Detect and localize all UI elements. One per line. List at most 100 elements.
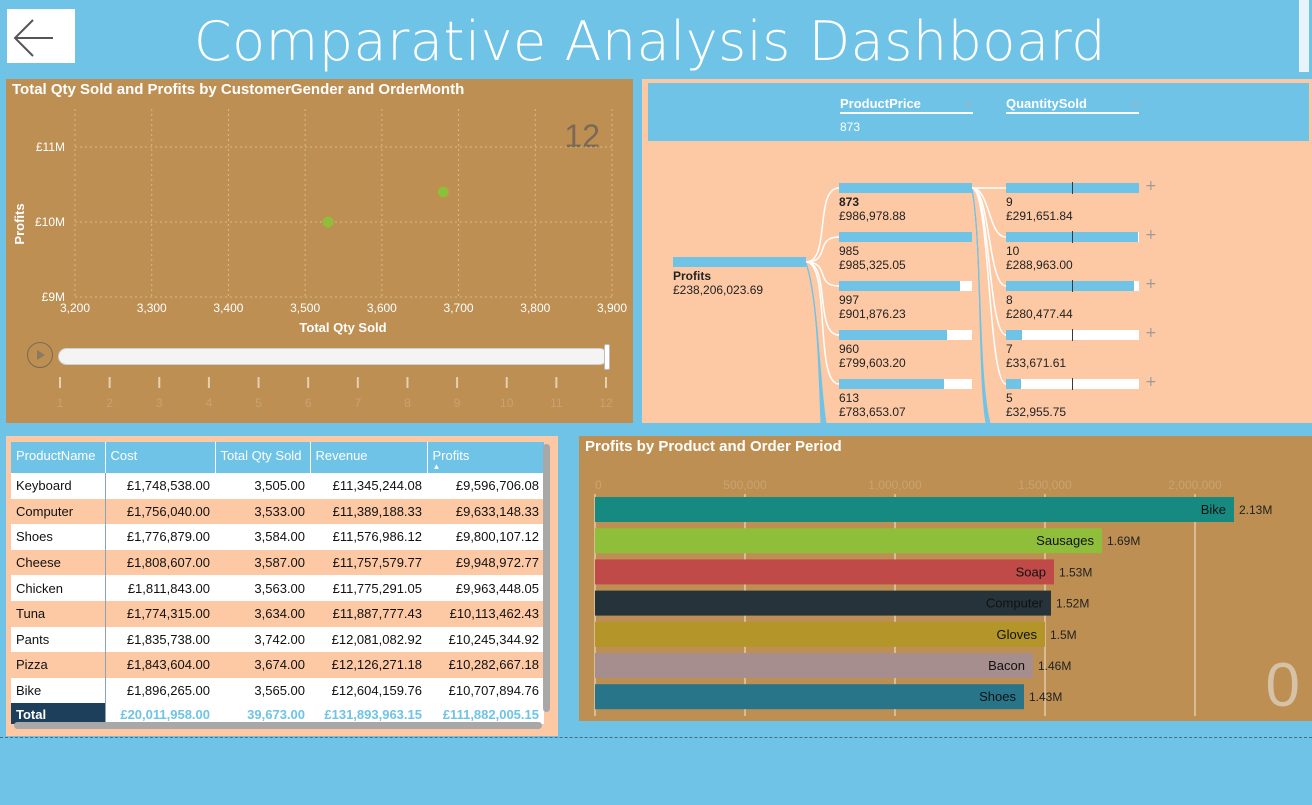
play-button[interactable] (27, 342, 53, 368)
table-cell: 3,587.00 (215, 549, 310, 576)
bar[interactable] (595, 684, 1024, 710)
scatter-point[interactable] (437, 186, 449, 198)
sort-ascending-icon[interactable]: ▲ (432, 462, 441, 471)
scatter-chart[interactable]: 12 3,200 3,300 3,400 3,500 3,600 3,700 3,800 3,… (6, 79, 633, 423)
tree-level2-node-value: £288,963.00 (1006, 258, 1073, 272)
tree-level1-node-bar[interactable] (839, 330, 972, 340)
tree-level2-node-label[interactable]: 8 £280,477.44 (1006, 293, 1073, 321)
play-tick-label[interactable]: 11 (550, 396, 563, 410)
plus-icon[interactable]: + (1145, 276, 1157, 292)
table-row[interactable]: Pants £1,835,738.00 3,742.00 £12,081,082.92… (11, 626, 544, 653)
play-tick-label[interactable]: 5 (255, 396, 262, 410)
table-row[interactable]: Keyboard £1,748,538.00 3,505.00 £11,345,244… (11, 473, 544, 499)
tree-level1-node-value: £985,325.05 (839, 258, 906, 272)
table-row[interactable]: Tuna £1,774,315.00 3,634.00 £11,887,777.43 £… (11, 600, 544, 627)
tree-level1-node-bar[interactable] (839, 183, 972, 193)
table-cell: Tuna (11, 600, 106, 627)
tree-level2-node-label[interactable]: 10 £288,963.00 (1006, 244, 1073, 272)
bar-category-label: Soap (1016, 564, 1046, 579)
bar-category-label: Shoes (979, 689, 1016, 704)
play-tick-label[interactable]: 8 (404, 396, 411, 410)
plus-icon[interactable]: + (1145, 178, 1157, 194)
play-tick-label[interactable]: 12 (599, 396, 613, 410)
table-vertical-scrollbar[interactable] (543, 444, 550, 712)
table-row[interactable]: Computer £1,756,040.00 3,533.00 £11,389,188… (11, 498, 544, 525)
column-header[interactable]: Profits ▲ (427, 442, 544, 473)
scatter-panel[interactable]: Total Qty Sold and Profits by CustomerGe… (6, 79, 633, 423)
play-tick-label[interactable]: 2 (106, 396, 113, 410)
tree-level1-node-label[interactable]: 873 £986,978.88 (839, 195, 906, 223)
table-row[interactable]: Cheese £1,808,607.00 3,587.00 £11,757,579.7… (11, 549, 544, 576)
scatter-title: Total Qty Sold and Profits by CustomerGe… (12, 81, 465, 98)
play-tick-label[interactable]: 7 (354, 396, 361, 410)
bar-category-label: Bike (1201, 502, 1226, 517)
page-scrollbar[interactable] (1299, 0, 1309, 72)
bar[interactable] (595, 621, 1045, 647)
close-icon[interactable]: ✕ (1130, 97, 1141, 111)
tree-level2-node-label[interactable]: 9 £291,651.84 (1006, 195, 1073, 223)
play-axis-thumb[interactable] (604, 344, 610, 370)
plus-icon[interactable]: + (1145, 227, 1157, 243)
table-cell: £9,948,972.77 (427, 549, 544, 576)
table-row[interactable]: Bike £1,896,265.00 3,565.00 £12,604,159.76 £… (11, 677, 544, 704)
tree-link (971, 187, 1007, 385)
tree-level1-node-label[interactable]: 997 £901,876.23 (839, 293, 906, 321)
table-cell: £9,963,448.05 (427, 575, 544, 601)
tree-root-label[interactable]: Profits £238,206,023.69 (673, 269, 763, 297)
tree-level2-node-value: £280,477.44 (1006, 307, 1073, 321)
tree-level1-node-label[interactable]: 613 £783,653.07 (839, 391, 906, 419)
close-icon[interactable]: ✕ (964, 97, 975, 111)
table-horizontal-scrollbar[interactable] (14, 722, 542, 729)
tree-level1-node-value: £901,876.23 (839, 307, 906, 321)
play-tick-label[interactable]: 1 (57, 396, 64, 410)
x-tick-label: 3,800 (520, 301, 550, 315)
table-row[interactable]: Shoes £1,776,879.00 3,584.00 £11,576,986.12… (11, 524, 544, 550)
table-row[interactable]: Pizza £1,843,604.00 3,674.00 £12,126,271.18… (11, 652, 544, 678)
table-panel[interactable]: ProductName Cost Total Qty Sold Revenue Prof… (6, 436, 558, 736)
table-header-row: ProductName Cost Total Qty Sold Revenue Prof… (11, 442, 544, 473)
tree-level1-node-bar-fill (839, 281, 961, 291)
tree-field-productprice[interactable]: ProductPrice (840, 96, 973, 114)
bar[interactable] (595, 559, 1054, 585)
x-tick-label: 3,600 (367, 301, 397, 315)
tree-link (805, 262, 826, 423)
tree-field-productprice-value: 873 (840, 120, 861, 134)
tree-level1-node-label[interactable]: 985 £985,325.05 (839, 244, 906, 272)
play-tick-label[interactable]: 9 (454, 396, 461, 410)
back-button[interactable] (7, 9, 75, 63)
play-tick-label[interactable]: 6 (305, 396, 312, 410)
bar[interactable] (595, 653, 1033, 678)
column-header[interactable]: Total Qty Sold (215, 442, 311, 473)
column-header[interactable]: Cost (105, 442, 216, 473)
plus-icon[interactable]: + (1145, 325, 1157, 341)
data-table-container[interactable]: ProductName Cost Total Qty Sold Revenue Prof… (11, 442, 544, 724)
play-tick-label[interactable]: 10 (500, 396, 514, 410)
tree-level1-node-bar[interactable] (839, 232, 972, 242)
tree-link (805, 261, 840, 385)
play-axis-track[interactable] (58, 348, 608, 365)
bar[interactable] (595, 528, 1102, 554)
decomposition-tree-panel[interactable]: ProductPrice ✕ 873 QuantitySold ✕ Profit… (642, 79, 1312, 423)
tree-level1-node-bar[interactable] (839, 379, 972, 389)
bar[interactable] (595, 590, 1051, 616)
plus-icon[interactable]: + (1145, 374, 1157, 390)
bar-chart-panel[interactable]: Profits by Product and Order Period 0 500… (579, 436, 1312, 721)
tree-level1-node-name: 960 (839, 342, 860, 356)
bar-value-label: 1.53M (1059, 565, 1092, 579)
x-tick-label: 1,500,000 (1018, 478, 1072, 492)
scatter-point[interactable] (322, 216, 334, 228)
table-row[interactable]: Chicken £1,811,843.00 3,563.00 £11,775,291.… (11, 575, 544, 601)
tree-root-bar[interactable] (673, 257, 806, 267)
play-tick-label[interactable]: 4 (206, 396, 213, 410)
column-header[interactable]: ProductName (11, 442, 106, 473)
tree-level2-node-bar-fill (1006, 232, 1138, 242)
bar-chart[interactable]: 0 500,000 1,000,000 1,500,000 2,000,000 Bike 2… (579, 436, 1312, 721)
tree-level2-node-label[interactable]: 7 £33,671.61 (1006, 342, 1066, 370)
tree-field-quantitysold[interactable]: QuantitySold (1006, 96, 1139, 114)
tree-level2-node-label[interactable]: 5 £32,955.75 (1006, 391, 1066, 419)
play-tick-label[interactable]: 3 (156, 396, 163, 410)
tree-level1-node-label[interactable]: 960 £799,603.20 (839, 342, 906, 370)
bar[interactable] (595, 497, 1234, 522)
tree-level1-node-bar[interactable] (839, 281, 972, 291)
column-header[interactable]: Revenue (310, 442, 428, 473)
